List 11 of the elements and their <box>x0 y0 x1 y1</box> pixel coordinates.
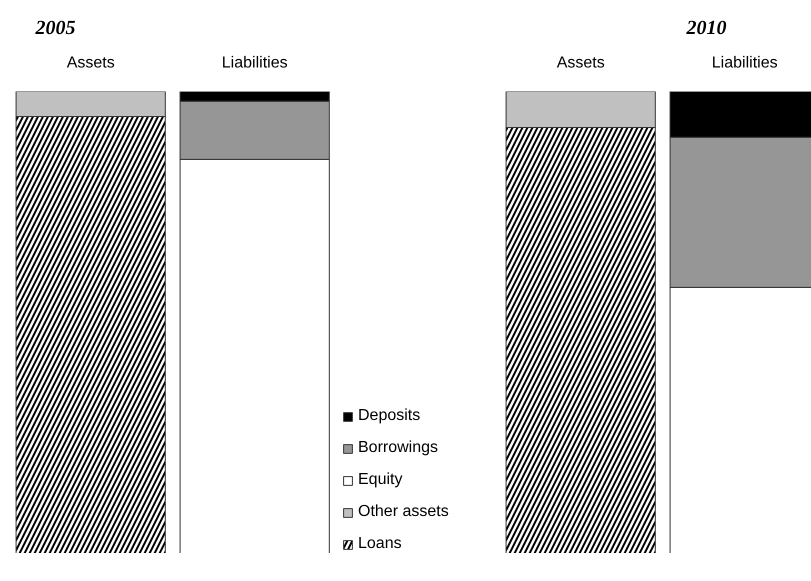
chart-title: 2010 <box>686 17 726 39</box>
x-tick-label: Liabilities <box>712 54 778 72</box>
x-tick-label: Assets <box>66 54 115 72</box>
chart-title: 2005 <box>34 17 76 39</box>
x-tick-label: Liabilities <box>222 54 288 72</box>
legend-label: Other assets <box>358 503 449 521</box>
x-tick-label: Assets <box>556 54 605 72</box>
legend-label: Equity <box>358 471 402 489</box>
legend-label: Loans <box>358 535 402 553</box>
legend-label: Borrowings <box>358 439 438 457</box>
legend-label: Deposits <box>358 407 420 425</box>
